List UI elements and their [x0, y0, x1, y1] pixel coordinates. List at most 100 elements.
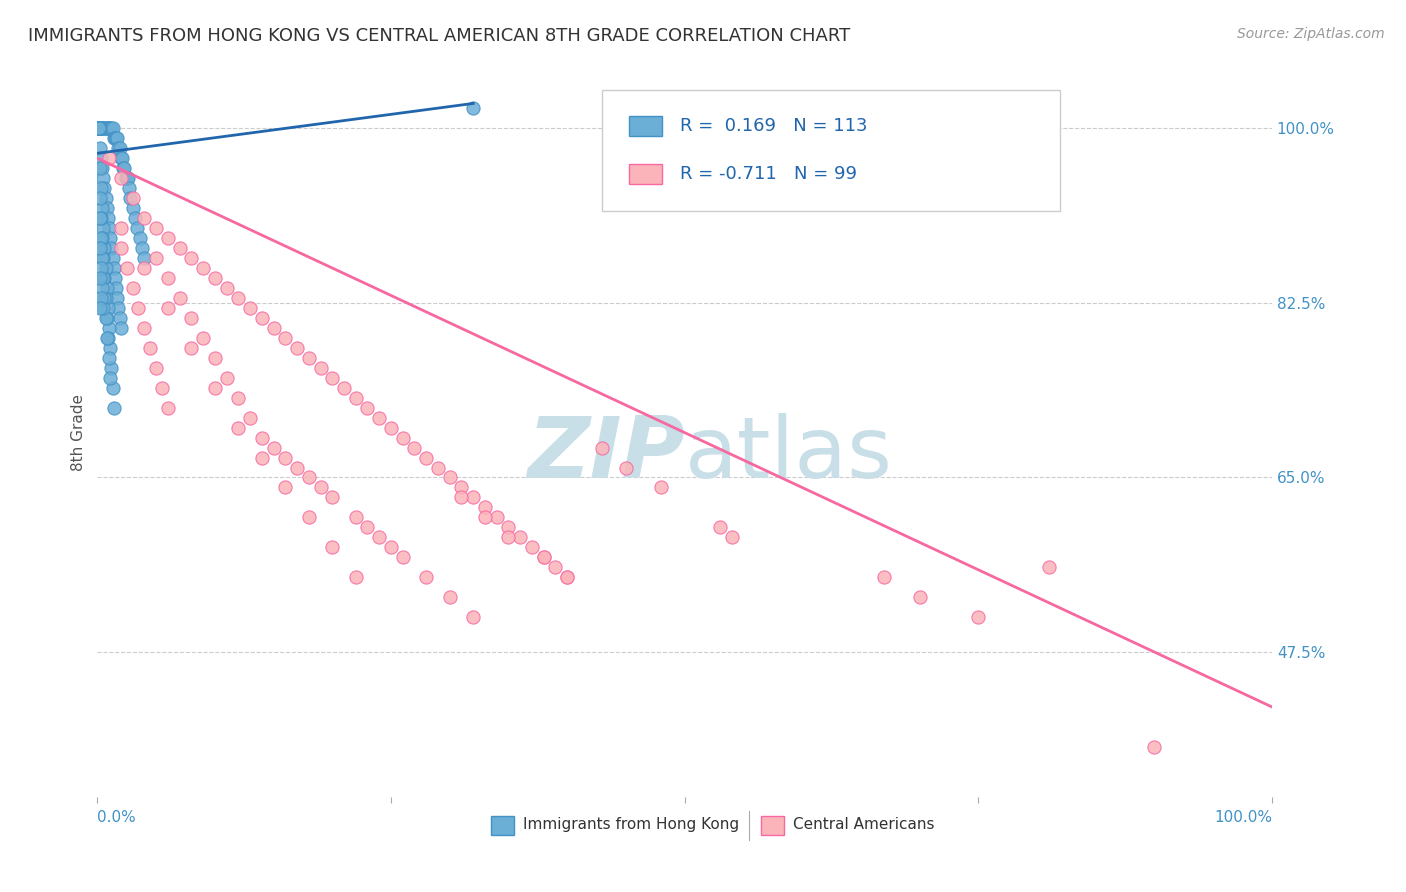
Text: IMMIGRANTS FROM HONG KONG VS CENTRAL AMERICAN 8TH GRADE CORRELATION CHART: IMMIGRANTS FROM HONG KONG VS CENTRAL AME… [28, 27, 851, 45]
Point [263, 321, 285, 335]
Point [156, 271, 179, 285]
Text: R =  0.169   N = 113: R = 0.169 N = 113 [681, 117, 868, 135]
Point [285, 460, 308, 475]
Point [89, 211, 111, 226]
Point [87, 121, 110, 136]
Point [105, 131, 128, 145]
Point [191, 260, 214, 275]
FancyBboxPatch shape [602, 90, 1060, 211]
Point [121, 281, 143, 295]
Point [239, 301, 262, 315]
Point [101, 381, 124, 395]
Point [344, 510, 367, 524]
Point [1038, 560, 1060, 574]
Point [720, 530, 742, 544]
Point [298, 510, 321, 524]
Point [415, 450, 437, 465]
Point [368, 410, 391, 425]
Point [344, 391, 367, 405]
Point [98, 370, 121, 384]
Point [87, 121, 110, 136]
Point [356, 520, 378, 534]
Point [110, 171, 132, 186]
Point [87, 121, 110, 136]
Point [114, 171, 136, 186]
Point [485, 510, 508, 524]
Point [87, 121, 110, 136]
Point [134, 251, 156, 265]
Point [226, 391, 249, 405]
Point [107, 141, 129, 155]
Point [117, 171, 139, 186]
Point [96, 310, 118, 325]
Point [91, 201, 114, 215]
Point [91, 121, 114, 136]
Point [94, 310, 117, 325]
Point [103, 131, 125, 145]
Point [87, 121, 110, 136]
Point [344, 570, 367, 584]
Point [87, 121, 110, 136]
Point [91, 171, 114, 186]
Point [474, 500, 496, 515]
Point [134, 321, 156, 335]
Point [118, 181, 141, 195]
Point [91, 231, 114, 245]
Text: Source: ZipAtlas.com: Source: ZipAtlas.com [1237, 27, 1385, 41]
Point [101, 251, 124, 265]
Point [96, 331, 118, 345]
Point [439, 470, 461, 484]
Point [90, 260, 112, 275]
Text: ZIP: ZIP [527, 413, 685, 496]
Text: atlas: atlas [685, 413, 893, 496]
Point [93, 241, 115, 255]
Point [103, 260, 125, 275]
Point [321, 541, 343, 555]
Point [391, 431, 413, 445]
Point [91, 221, 114, 235]
Point [94, 291, 117, 305]
Point [285, 341, 308, 355]
Point [156, 401, 179, 415]
Point [90, 151, 112, 165]
Point [250, 431, 273, 445]
Text: 0.0%: 0.0% [97, 810, 136, 825]
Point [98, 121, 121, 136]
Point [533, 550, 555, 565]
Text: 100.0%: 100.0% [1213, 810, 1272, 825]
Point [87, 121, 110, 136]
Point [87, 121, 110, 136]
Point [180, 310, 202, 325]
Point [87, 121, 110, 136]
Point [94, 191, 117, 205]
Point [274, 331, 297, 345]
Point [104, 271, 127, 285]
Point [91, 161, 114, 176]
Point [463, 491, 485, 505]
Point [520, 541, 543, 555]
Point [87, 121, 110, 136]
Point [96, 121, 118, 136]
Point [91, 251, 114, 265]
Point [533, 550, 555, 565]
Point [91, 281, 114, 295]
Point [89, 141, 111, 155]
Point [105, 131, 128, 145]
Point [650, 480, 672, 494]
Point [415, 570, 437, 584]
Point [87, 121, 110, 136]
Point [204, 351, 226, 365]
Point [87, 121, 110, 136]
Point [191, 331, 214, 345]
Point [89, 271, 111, 285]
Point [105, 291, 128, 305]
Point [215, 281, 238, 295]
Point [204, 271, 226, 285]
Point [127, 301, 149, 315]
Point [93, 121, 115, 136]
Point [87, 121, 110, 136]
Point [100, 360, 122, 375]
FancyBboxPatch shape [761, 816, 785, 835]
Text: Central Americans: Central Americans [793, 817, 934, 832]
Point [100, 241, 122, 255]
